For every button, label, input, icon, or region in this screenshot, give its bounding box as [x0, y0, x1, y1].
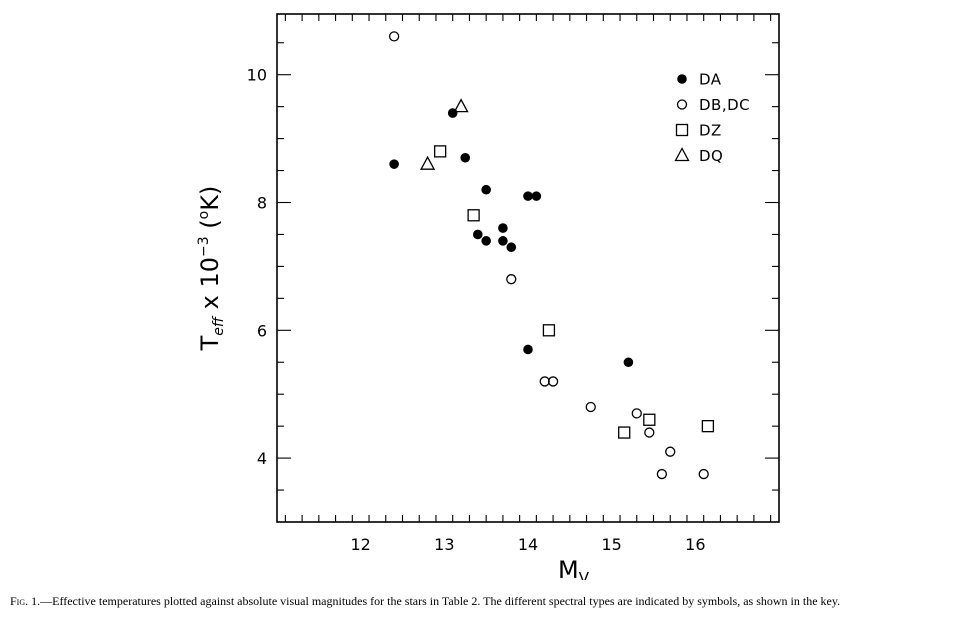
point-dz: [542, 324, 556, 337]
point-da: [498, 223, 508, 233]
y-axis-title-unit-open: (: [196, 219, 224, 236]
legend-marker-dq: [674, 147, 690, 162]
point-da: [523, 191, 533, 201]
point-da: [623, 357, 634, 368]
figure-caption-text: 1.—Effective temperatures plotted agains…: [28, 594, 841, 608]
point-da: [531, 191, 542, 201]
figure-caption-label: Fig.: [10, 594, 29, 608]
point-da: [389, 159, 399, 169]
point-db-dc: [656, 468, 668, 480]
figure-caption: Fig. 1.—Effective temperatures plotted a…: [10, 594, 960, 608]
y-axis-title-exponent: −3: [196, 236, 212, 257]
legend-label-db-dc: DB,DC: [699, 96, 750, 114]
point-dz: [643, 413, 656, 426]
legend-label-da: DA: [699, 71, 722, 89]
axis-ticks: [277, 14, 779, 522]
y-axis-title: Teff x 10−3 (oK): [196, 186, 227, 352]
point-da: [523, 344, 533, 355]
legend-marker-da: [677, 74, 687, 84]
x-axis-title: MV: [558, 556, 590, 580]
legend-marker-dz: [675, 123, 689, 137]
y-axis-title-multiplier: x 10: [196, 257, 224, 317]
scatter-chart: 12 13 14 15 16 4 6 8 10 DA DB,DC DZ DQ MV Teff x 10…: [196, 13, 780, 580]
y-tick-label: 6: [257, 321, 267, 340]
legend-label-dq: DQ: [699, 147, 723, 165]
plot-border: [276, 13, 780, 523]
point-db-dc: [631, 408, 642, 419]
y-tick-label: 8: [257, 194, 267, 213]
point-db-dc: [585, 401, 596, 413]
y-tick-label: 10: [247, 66, 267, 85]
y-axis-title-subscript: eff: [211, 315, 227, 336]
point-dz: [701, 420, 715, 433]
point-db-dc: [665, 446, 676, 457]
point-da: [460, 152, 471, 163]
x-tick-label: 14: [518, 535, 538, 554]
point-dq: [453, 98, 469, 113]
x-tick-label: 12: [350, 535, 370, 554]
point-db-dc: [644, 427, 655, 438]
point-dz: [433, 145, 447, 158]
point-dz: [467, 209, 480, 222]
y-tick-label: 4: [257, 449, 267, 468]
point-da: [473, 229, 483, 240]
legend-label-dz: DZ: [699, 122, 722, 140]
point-da: [498, 236, 508, 246]
x-tick-label: 13: [434, 535, 454, 554]
data-points: [388, 31, 715, 480]
point-db-dc: [547, 376, 559, 387]
y-axis-title-unit-close: K): [196, 186, 224, 211]
tick-labels: 12 13 14 15 16 4 6 8 10: [247, 66, 706, 554]
plot-frame: [276, 13, 780, 523]
legend: DA DB,DC DZ DQ: [674, 71, 750, 165]
y-axis-title-degree: o: [196, 211, 212, 220]
point-da: [506, 242, 517, 253]
point-da: [481, 236, 491, 246]
point-dq: [420, 155, 436, 170]
point-da: [481, 184, 491, 195]
point-db-dc: [539, 376, 550, 387]
x-tick-label: 16: [685, 535, 705, 554]
x-tick-label: 15: [601, 535, 621, 554]
point-db-dc: [506, 274, 517, 285]
x-axis-title-subscript: V: [579, 569, 590, 580]
point-db-dc: [388, 31, 400, 42]
legend-marker-db-dc: [676, 99, 688, 110]
point-db-dc: [698, 468, 709, 480]
point-dz: [618, 426, 631, 439]
